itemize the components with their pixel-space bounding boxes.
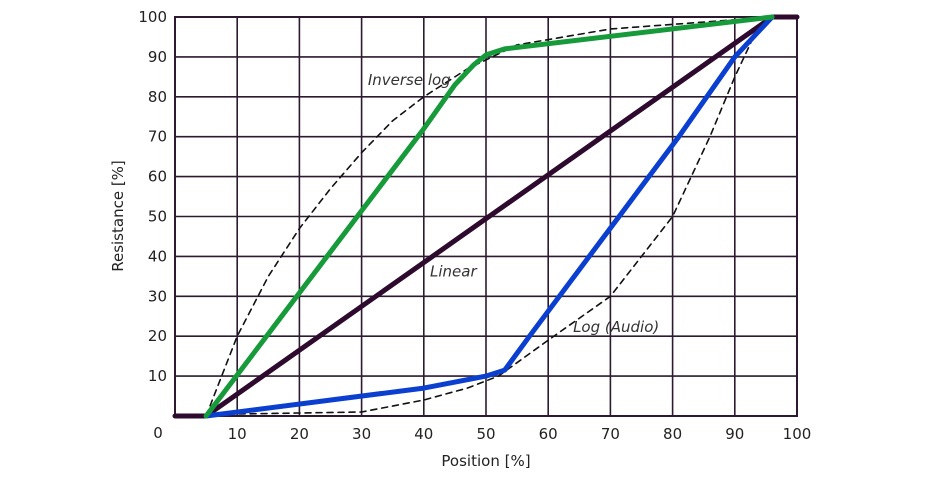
x-tick-label: 50 <box>476 425 495 443</box>
y-tick-label: 50 <box>148 208 167 226</box>
y-tick-label: 90 <box>148 48 167 66</box>
y-tick-label: 20 <box>148 327 167 345</box>
y-tick-label: 40 <box>148 247 167 265</box>
series-linear <box>172 14 800 419</box>
y-tick-label: 30 <box>148 287 167 305</box>
x-tick-label: 90 <box>725 425 744 443</box>
series-log-approx <box>203 14 775 419</box>
origin-label: 0 <box>153 424 163 442</box>
x-tick-label: 40 <box>414 425 433 443</box>
y-tick-label: 10 <box>148 367 167 385</box>
x-tick-label: 30 <box>352 425 371 443</box>
annotations: Inverse log Linear Log (Audio) <box>368 71 659 336</box>
series-log-ideal <box>205 16 773 417</box>
x-tick-label: 10 <box>228 425 247 443</box>
x-tick-label: 100 <box>783 425 812 443</box>
y-tick-label: 100 <box>138 8 167 26</box>
tick-labels: 10 20 30 40 50 60 70 80 90 100 10 20 30 40 50 60 70 80 90 1… <box>138 8 811 443</box>
y-axis-label: Resistance [%] <box>109 160 127 272</box>
series-inverse-log-approx <box>203 14 775 419</box>
curve-annotation: Log (Audio) <box>573 318 659 336</box>
curve-annotation: Inverse log <box>368 71 451 89</box>
x-tick-label: 80 <box>663 425 682 443</box>
curve-annotation: Linear <box>430 262 477 280</box>
x-axis-label: Position [%] <box>441 452 530 470</box>
grid <box>174 16 798 417</box>
x-tick-label: 60 <box>539 425 558 443</box>
y-tick-label: 80 <box>148 88 167 106</box>
series-inverse-log-ideal <box>205 16 773 417</box>
x-tick-label: 70 <box>601 425 620 443</box>
series-lines <box>172 14 800 419</box>
y-tick-label: 60 <box>148 168 167 186</box>
y-tick-label: 70 <box>148 128 167 146</box>
x-tick-label: 20 <box>290 425 309 443</box>
